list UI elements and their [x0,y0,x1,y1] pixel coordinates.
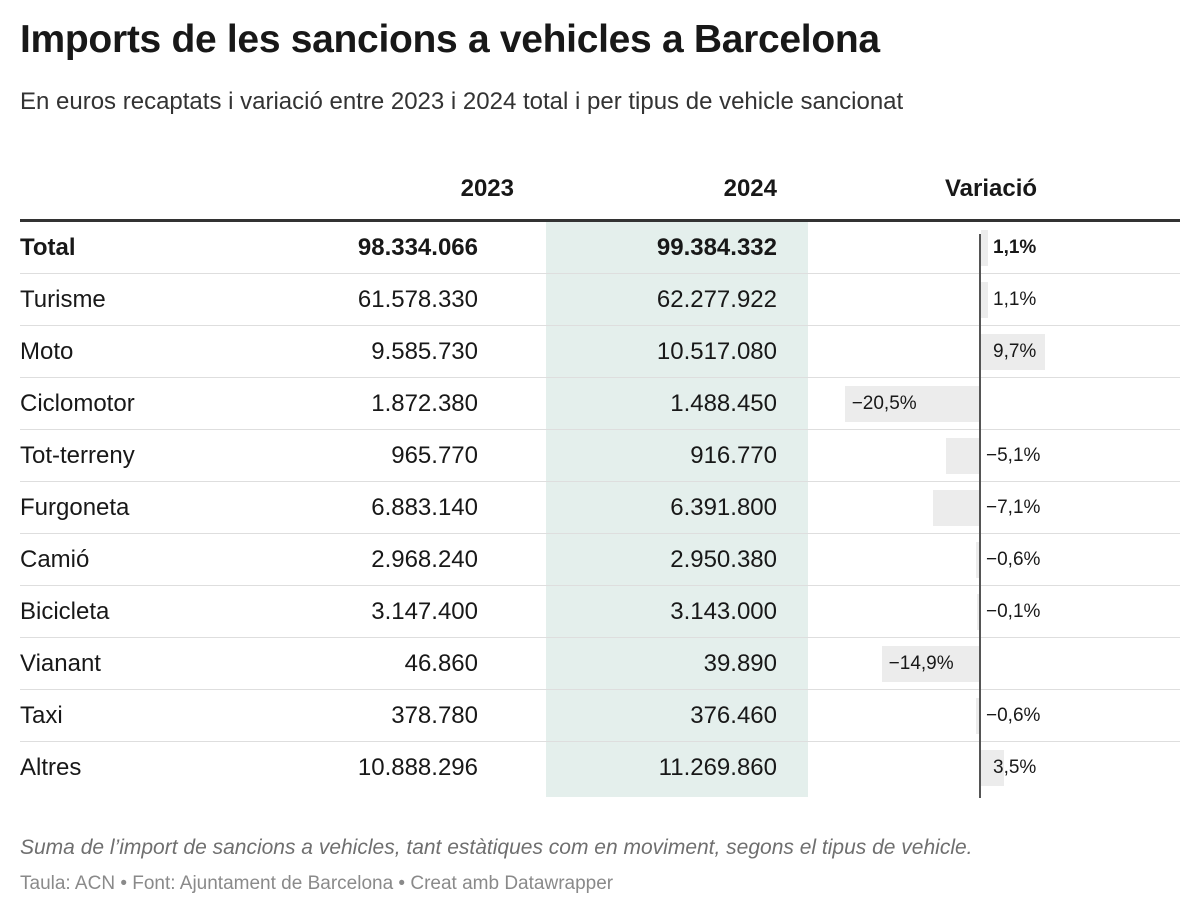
variation-label: 1,1% [993,237,1037,258]
row-separator [20,533,1180,534]
chart-title: Imports de les sancions a vehicles a Bar… [20,18,880,61]
variation-bar [844,386,980,422]
value-2023: 965.770 [391,442,478,469]
variation-chart: 1,1% 1,1% 9,7% −20,5% −5,1% −7,1% −0,6% −0,1% −1… [840,222,1180,798]
row-separator [20,325,1180,326]
row-label: Altres [20,754,82,781]
value-2023: 1.872.380 [371,390,478,417]
column-header-2023: 2023 [460,175,514,202]
variation-label: 9,7% [993,341,1037,362]
row-label: Vianant [20,650,101,677]
value-2023: 378.780 [391,702,478,729]
row-label: Ciclomotor [20,390,135,417]
table-row: Taxi 378.780 376.460 [20,690,1180,742]
row-separator [20,585,1180,586]
variation-bar [981,230,989,266]
chart-footer: Taula: ACN • Font: Ajuntament de Barcelo… [20,873,614,894]
value-2024: 2.950.380 [670,546,777,573]
value-2023: 46.860 [404,650,478,677]
row-separator [20,273,1180,274]
row-label: Moto [20,338,74,365]
value-2024: 1.488.450 [670,390,777,417]
row-separator [20,637,1180,638]
value-2023: 10.888.296 [357,754,478,781]
row-label: Camió [20,546,90,573]
value-2024: 376.460 [690,702,777,729]
row-separator [20,377,1180,378]
value-2023: 3.147.400 [371,598,478,625]
value-2024: 99.384.332 [656,234,777,261]
variation-label: −0,1% [986,601,1041,622]
chart-subtitle: En euros recaptats i variació entre 2023… [20,88,904,115]
value-2023: 61.578.330 [357,286,478,313]
variation-label: 1,1% [993,289,1037,310]
column-header-variacio: Variació [945,175,1038,202]
variation-label: −0,6% [986,705,1041,726]
variation-bar [976,698,980,734]
table-row: Furgoneta 6.883.140 6.391.800 [20,482,1180,534]
table-row: Vianant 46.860 39.890 [20,638,1180,690]
table-row: Ciclomotor 1.872.380 1.488.450 [20,378,1180,430]
row-label: Furgoneta [20,494,130,521]
chart-note: Suma de l’import de sancions a vehicles,… [20,836,973,859]
variation-bar [977,594,980,630]
variation-label: −0,6% [986,549,1041,570]
value-2023: 98.334.066 [357,234,478,261]
value-2023: 2.968.240 [371,546,478,573]
variation-label: −14,9% [888,653,954,674]
row-label: Tot-terreny [20,442,135,469]
row-separator [20,689,1180,690]
row-separator [20,481,1180,482]
variation-bar [981,282,989,318]
variation-label: −7,1% [986,497,1041,518]
variation-zero-axis [979,234,981,798]
variation-bar [981,334,1046,370]
table-row: Total 98.334.066 99.384.332 [20,222,1180,274]
row-label: Taxi [20,702,63,729]
table-row: Bicicleta 3.147.400 3.143.000 [20,586,1180,638]
table-row: Altres 10.888.296 11.269.860 [20,742,1180,794]
value-2024: 39.890 [703,650,777,677]
row-separator [20,741,1180,742]
table-row: Camió 2.968.240 2.950.380 [20,534,1180,586]
variation-bar [981,750,1005,786]
variation-bar [933,490,980,526]
value-2024: 62.277.922 [656,286,777,313]
row-label: Bicicleta [20,598,110,625]
variation-bar [881,646,980,682]
row-separator [20,429,1180,430]
variation-label: 3,5% [993,757,1037,778]
table-row: Turisme 61.578.330 62.277.922 [20,274,1180,326]
value-2024: 6.391.800 [670,494,777,521]
variation-bar [946,438,980,474]
value-2024: 916.770 [690,442,777,469]
header-rule [20,219,1180,222]
value-2024: 3.143.000 [670,598,777,625]
highlight-column-2024 [546,222,808,797]
variation-label: −5,1% [986,445,1041,466]
table-row: Moto 9.585.730 10.517.080 [20,326,1180,378]
table-row: Tot-terreny 965.770 916.770 [20,430,1180,482]
value-2023: 6.883.140 [371,494,478,521]
row-label: Total [20,234,76,261]
value-2024: 10.517.080 [656,338,777,365]
value-2024: 11.269.860 [658,754,777,781]
row-label: Turisme [20,286,106,313]
variation-label: −20,5% [851,393,917,414]
data-table: 2023 2024 Variació Total 98.334.066 99.384… [20,160,1180,800]
variation-bar [976,542,980,578]
value-2023: 9.585.730 [371,338,478,365]
column-header-2024: 2024 [723,175,777,202]
